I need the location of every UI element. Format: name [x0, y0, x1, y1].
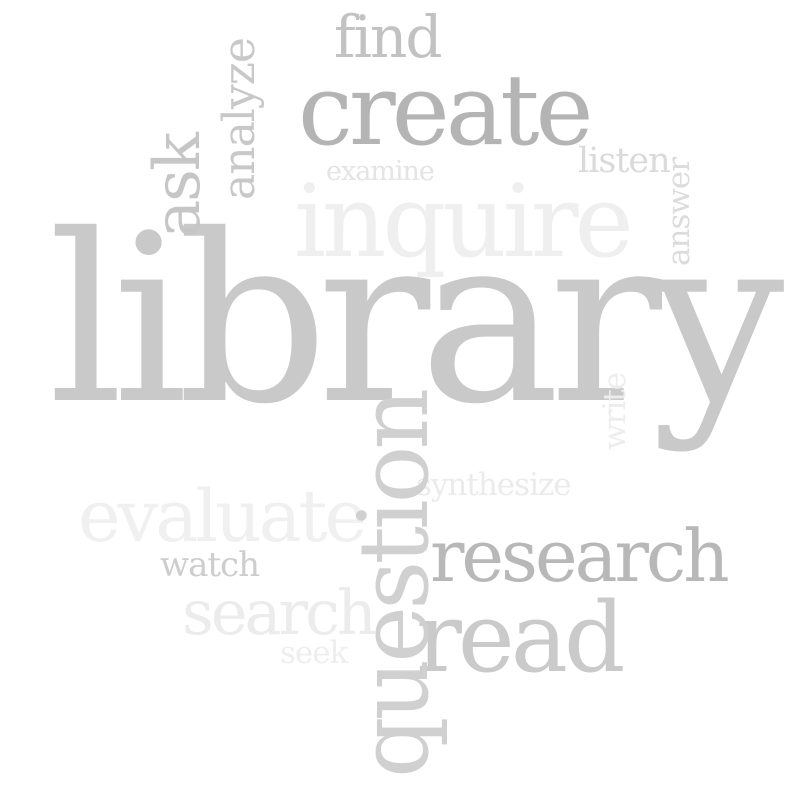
word-write: write — [597, 372, 633, 450]
word-synthesize: synthesize — [416, 467, 572, 503]
word-inquire: inquire — [294, 163, 634, 280]
word-ask: ask — [141, 134, 215, 238]
word-research: research — [430, 514, 730, 598]
word-evaluate: evaluate — [78, 474, 367, 558]
word-find: find — [334, 3, 442, 71]
word-analyze: analyze — [214, 38, 265, 200]
word-answer: answer — [661, 157, 697, 266]
word-seek: seek — [280, 635, 348, 671]
word-library: library — [48, 185, 785, 455]
word-listen: listen — [578, 141, 671, 181]
word-examine: examine — [326, 156, 435, 187]
word-read: read — [416, 582, 625, 694]
word-watch: watch — [160, 545, 260, 585]
word-question: question — [338, 391, 450, 778]
word-create: create — [298, 54, 594, 168]
word-search: search — [182, 576, 377, 649]
